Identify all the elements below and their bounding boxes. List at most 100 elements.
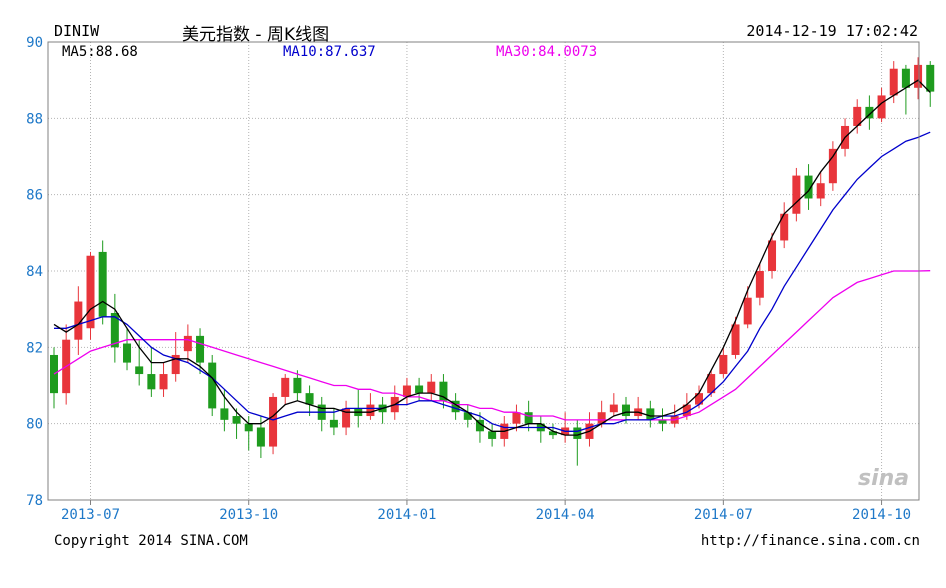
candle-body [147, 374, 156, 390]
ma10-legend: MA10:87.637 [283, 44, 376, 60]
candle [914, 57, 923, 100]
candle [488, 423, 497, 447]
candle-body [86, 255, 95, 329]
candle-body [719, 354, 728, 375]
candle [463, 404, 472, 428]
x-tick-label: 2013-10 [219, 507, 278, 523]
candle-body [914, 64, 923, 88]
candle-body [743, 297, 752, 325]
candle [816, 171, 825, 207]
candle [269, 393, 278, 455]
candle-body [98, 251, 107, 317]
candle [804, 164, 813, 210]
candle-body [305, 393, 314, 405]
candle-body [342, 408, 351, 428]
candle-body [110, 312, 119, 348]
candle-body [804, 175, 813, 199]
candle [366, 393, 375, 420]
symbol-label: DINIW [54, 22, 100, 40]
candle [159, 362, 168, 397]
candle [293, 370, 302, 401]
candle-body [731, 324, 740, 355]
chart-title: 美元指数 - 周K线图 [182, 25, 330, 45]
y-axis: 78 80 82 84 86 88 90 [26, 35, 43, 509]
sina-logo: sina [858, 466, 910, 491]
candle [329, 408, 338, 436]
candle [451, 393, 460, 420]
moving-average-lines [53, 79, 931, 436]
y-tick-label: 90 [26, 35, 43, 51]
x-tick-label: 2014-07 [694, 507, 753, 523]
candle-body [865, 106, 874, 119]
candle [439, 374, 448, 409]
candle [317, 396, 326, 432]
candle-body [853, 106, 862, 126]
candle [220, 389, 229, 432]
candle-body [658, 419, 667, 424]
candle [402, 377, 411, 405]
x-tick-label: 2013-07 [61, 507, 120, 523]
candle-body [609, 404, 618, 413]
candle [378, 396, 387, 424]
plot-frame [47, 41, 920, 501]
candle-body [281, 377, 290, 397]
ma30-line [53, 270, 931, 421]
candle-body [135, 366, 144, 375]
candle [281, 374, 290, 405]
candle-body [451, 400, 460, 413]
candle [110, 293, 119, 363]
candle-body [524, 412, 533, 424]
candle-body [183, 335, 192, 352]
source-url[interactable]: http://finance.sina.com.cn [700, 533, 920, 549]
candle-body [439, 381, 448, 401]
candle-body [427, 381, 436, 394]
candle [232, 408, 241, 439]
ma30-legend: MA30:84.0073 [496, 44, 598, 60]
candle [731, 316, 740, 359]
candle [877, 87, 886, 123]
candle [719, 347, 728, 378]
candle-body [488, 431, 497, 439]
candle [244, 416, 253, 451]
candle-body [597, 412, 606, 424]
candle [208, 354, 217, 417]
candle [147, 347, 156, 397]
ma5-line [53, 79, 931, 436]
candle-body [366, 404, 375, 417]
candle-body [877, 95, 886, 119]
candle [901, 64, 910, 115]
candle-body [682, 404, 691, 417]
candle [86, 251, 95, 340]
x-tick-label: 2014-04 [536, 507, 595, 523]
candle-body [402, 385, 411, 397]
candle [609, 393, 618, 417]
candle-body [755, 271, 764, 298]
candle [573, 419, 582, 466]
candle-body [159, 374, 168, 390]
candle-body [232, 416, 241, 424]
candle-body [816, 183, 825, 199]
candle-body [244, 423, 253, 432]
candle [792, 167, 801, 222]
candle-body [792, 175, 801, 214]
y-tick-label: 80 [26, 417, 43, 433]
candle [865, 95, 874, 130]
candle [926, 61, 935, 107]
candle-body [828, 148, 837, 184]
x-tick-label: 2014-01 [377, 507, 436, 523]
candle-body [293, 377, 302, 394]
candle [768, 232, 777, 279]
candle [427, 374, 436, 401]
candle-body [329, 419, 338, 428]
candle-body [463, 412, 472, 420]
candle [536, 416, 545, 443]
candle [780, 202, 789, 249]
candle [853, 99, 862, 134]
candle-body [123, 343, 132, 363]
candle-body [926, 64, 935, 92]
candle [123, 328, 132, 371]
y-tick-label: 78 [26, 493, 43, 509]
y-tick-label: 86 [26, 188, 43, 204]
x-tick-label: 2014-10 [852, 507, 911, 523]
